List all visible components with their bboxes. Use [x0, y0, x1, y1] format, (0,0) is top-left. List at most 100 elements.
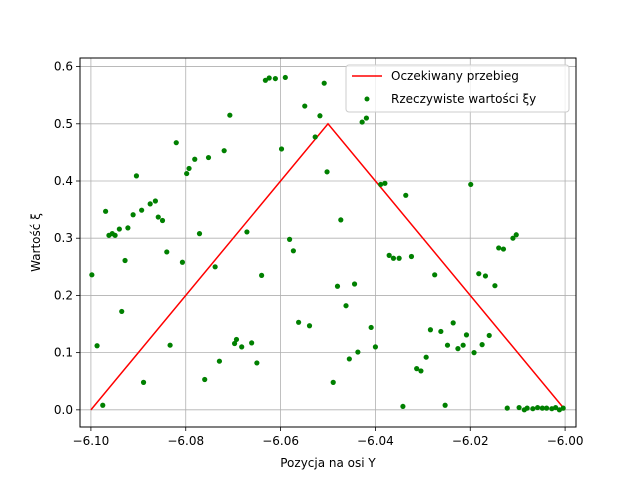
data-point: [408, 253, 415, 260]
data-point: [386, 252, 392, 258]
data-point: [486, 332, 492, 339]
data-point: [510, 235, 516, 241]
legend-dot-swatch: [364, 96, 370, 102]
legend-box: [345, 64, 570, 113]
y-axis-label: Wartość ξ: [29, 213, 43, 272]
data-point: [282, 74, 288, 81]
data-point: [112, 232, 118, 238]
data-point: [125, 225, 131, 231]
data-point: [286, 236, 293, 242]
data-point: [202, 376, 208, 383]
data-point: [463, 332, 470, 338]
data-point: [468, 181, 474, 188]
data-point: [89, 272, 95, 278]
data-point: [212, 264, 218, 270]
data-point: [139, 207, 145, 213]
data-point: [116, 226, 122, 232]
data-point: [173, 140, 179, 146]
data-point: [227, 112, 233, 118]
data-point: [427, 327, 434, 333]
data-point: [152, 198, 158, 204]
data-point: [438, 328, 444, 335]
data-point: [122, 257, 128, 264]
data-point: [133, 173, 140, 179]
data-point: [455, 346, 461, 352]
x-axis-ticks: −6.10 −6.08 −6.06 −6.04 −6.02 −6.00: [73, 427, 583, 448]
data-point: [346, 356, 352, 362]
data-point: [186, 165, 192, 172]
data-point: [378, 181, 384, 188]
data-point: [306, 323, 313, 329]
expected-line: [90, 122, 566, 411]
x-tick-label: −6.08: [167, 434, 204, 448]
data-point: [302, 103, 308, 109]
data-point: [216, 358, 223, 364]
data-point: [363, 115, 370, 121]
data-point: [476, 271, 482, 277]
data-point: [355, 349, 361, 355]
data-point: [321, 80, 327, 86]
data-point: [530, 406, 536, 412]
data-point: [192, 156, 198, 162]
data-point: [400, 403, 406, 410]
data-point: [334, 283, 341, 289]
data-point: [442, 402, 448, 408]
data-point: [266, 75, 272, 81]
data-point: [534, 404, 541, 411]
data-point: [330, 379, 336, 385]
data-point: [221, 148, 227, 154]
data-point: [479, 342, 485, 348]
y-axis-ticks: 0.0 0.1 0.2 0.3 0.4 0.5 0.6: [54, 60, 80, 417]
data-point: [262, 77, 269, 83]
data-point: [249, 340, 255, 346]
data-point: [460, 342, 466, 348]
expected-line-layer: [90, 122, 566, 411]
data-point: [254, 360, 260, 366]
data-point: [414, 366, 420, 372]
data-point: [130, 212, 136, 218]
data-point: [231, 340, 238, 347]
data-point: [179, 259, 186, 265]
data-point: [272, 75, 278, 82]
data-point: [100, 402, 106, 408]
data-point: [390, 255, 397, 261]
data-point: [164, 249, 170, 255]
data-point: [205, 154, 212, 161]
y-tick-label: 0.0: [54, 403, 73, 417]
data-point: [167, 342, 173, 348]
data-point: [324, 169, 330, 175]
x-tick-label: −6.02: [452, 434, 489, 448]
data-point: [368, 324, 374, 331]
x-tick-label: −6.04: [357, 434, 394, 448]
data-point: [382, 180, 388, 186]
data-point: [372, 344, 379, 350]
data-point: [119, 308, 125, 315]
data-point: [560, 405, 566, 411]
data-point: [244, 229, 250, 235]
data-point: [351, 281, 358, 287]
data-point: [492, 283, 498, 289]
data-point: [524, 405, 530, 411]
legend-entry-actual: Rzeczywiste wartości ξy: [391, 92, 536, 106]
data-point: [500, 246, 507, 252]
data-point: [343, 303, 349, 309]
legend: Oczekiwany przebieg Rzeczywiste wartości…: [345, 64, 570, 113]
legend-entry-expected: Oczekiwany przebieg: [391, 69, 519, 83]
data-point: [317, 113, 323, 119]
y-tick-label: 0.2: [54, 288, 73, 302]
data-point: [396, 255, 402, 261]
data-point: [471, 350, 477, 356]
y-tick-label: 0.5: [54, 117, 73, 131]
data-point: [496, 245, 502, 251]
data-point: [296, 319, 302, 325]
data-point: [103, 208, 109, 214]
data-point: [553, 404, 559, 411]
x-tick-label: −6.06: [262, 434, 299, 448]
data-point: [312, 134, 318, 140]
data-point: [504, 405, 510, 411]
scatter-points-layer: [89, 74, 566, 413]
data-point: [432, 272, 438, 278]
y-tick-label: 0.6: [54, 60, 73, 74]
data-point: [423, 354, 429, 360]
